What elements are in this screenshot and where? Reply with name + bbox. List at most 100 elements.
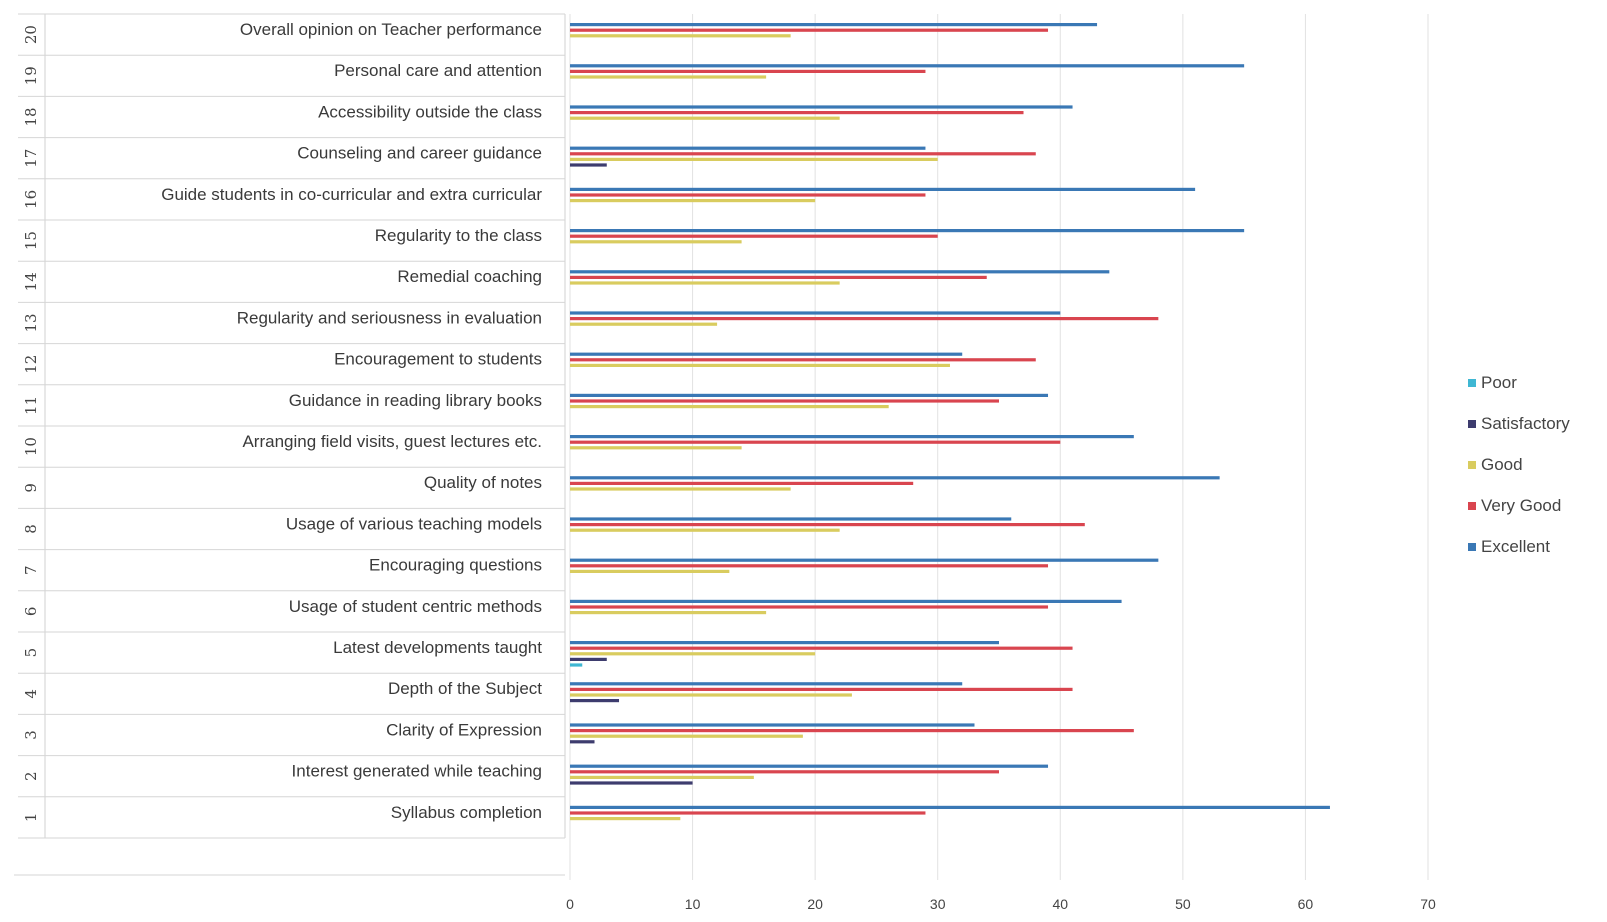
bar-poor: [570, 663, 583, 667]
category-label: Remedial coaching: [397, 267, 542, 286]
bar-excellent: [570, 723, 975, 727]
category-label: Depth of the Subject: [388, 679, 542, 698]
bar-good: [570, 322, 718, 326]
x-tick-label: 0: [566, 896, 574, 912]
bar-excellent: [570, 311, 1061, 315]
bar-very-good: [570, 399, 999, 403]
category-label: Syllabus completion: [391, 803, 542, 822]
bar-excellent: [570, 229, 1245, 233]
bar-satisfactory: [570, 657, 607, 661]
bar-good: [570, 569, 730, 573]
row-number: 3: [22, 730, 40, 740]
bar-good: [570, 157, 938, 161]
bar-excellent: [570, 105, 1073, 109]
bar-very-good: [570, 687, 1073, 691]
category-label: Regularity and seriousness in evaluation: [237, 308, 542, 327]
bar-excellent: [570, 23, 1098, 27]
bar-excellent: [570, 558, 1159, 562]
bar-very-good: [570, 605, 1049, 609]
bar-very-good: [570, 811, 926, 815]
x-tick-label: 10: [685, 896, 701, 912]
x-tick-label: 60: [1298, 896, 1314, 912]
legend-swatch: [1468, 501, 1476, 510]
legend-swatch: [1468, 542, 1476, 551]
bar-good: [570, 775, 754, 779]
category-label: Interest generated while teaching: [292, 762, 542, 781]
row-number: 12: [22, 355, 40, 374]
row-number: 11: [22, 396, 40, 415]
bar-good: [570, 487, 791, 491]
category-label: Regularity to the class: [375, 226, 542, 245]
category-label: Accessibility outside the class: [318, 102, 542, 121]
legend-item: Satisfactory: [1468, 403, 1570, 444]
bar-very-good: [570, 358, 1036, 362]
legend-item: Good: [1468, 444, 1570, 485]
bar-good: [570, 116, 840, 120]
category-labels: Syllabus completion Interest generated wh…: [161, 20, 542, 822]
bar-good: [570, 734, 803, 738]
category-label: Usage of various teaching models: [286, 514, 542, 533]
category-label: Arranging field visits, guest lectures e…: [242, 432, 542, 451]
row-number: 2: [22, 771, 40, 781]
legend-swatch: [1468, 460, 1476, 469]
bar-good: [570, 199, 816, 203]
legend: Poor Satisfactory Good Very Good Excellent: [1468, 362, 1570, 567]
category-label: Overall opinion on Teacher performance: [240, 20, 542, 39]
bar-very-good: [570, 646, 1073, 650]
bar-very-good: [570, 193, 926, 197]
legend-label: Poor: [1481, 372, 1517, 392]
bar-very-good: [570, 770, 999, 774]
row-number: 8: [22, 524, 40, 534]
bar-excellent: [570, 352, 963, 356]
bar-very-good: [570, 28, 1049, 32]
bar-very-good: [570, 564, 1049, 568]
bar-very-good: [570, 481, 914, 485]
bar-excellent: [570, 393, 1049, 397]
bar-excellent: [570, 64, 1245, 68]
row-number: 19: [22, 66, 40, 85]
bar-very-good: [570, 275, 987, 279]
legend-swatch: [1468, 419, 1476, 428]
bar-excellent: [570, 187, 1196, 191]
category-table-lines: [14, 13, 566, 876]
bar-very-good: [570, 729, 1134, 733]
x-axis-ticks: 0 10 20 30 40 50 60 70: [566, 896, 1436, 912]
bar-very-good: [570, 111, 1024, 115]
bar-good: [570, 240, 742, 244]
bar-excellent: [570, 599, 1122, 603]
bar-excellent: [570, 641, 999, 645]
bar-excellent: [570, 517, 1012, 521]
bars: [570, 23, 1330, 821]
bar-very-good: [570, 234, 938, 238]
legend-label: Excellent: [1481, 536, 1550, 556]
category-label: Encouraging questions: [369, 556, 542, 575]
bar-good: [570, 528, 840, 532]
row-number: 9: [22, 483, 40, 493]
legend-label: Very Good: [1481, 495, 1562, 515]
row-number: 5: [22, 648, 40, 658]
row-number: 14: [22, 272, 40, 291]
category-label: Guide students in co-curricular and extr…: [161, 185, 542, 204]
legend-item: Very Good: [1468, 485, 1570, 526]
category-label: Counseling and career guidance: [297, 144, 542, 163]
row-number: 18: [22, 107, 40, 126]
row-number: 17: [22, 149, 40, 168]
row-number: 15: [22, 231, 40, 250]
legend-swatch: [1468, 378, 1476, 387]
legend-label: Good: [1481, 454, 1523, 474]
bar-excellent: [570, 270, 1110, 274]
x-tick-label: 70: [1420, 896, 1436, 912]
bar-good: [570, 34, 791, 38]
bar-good: [570, 446, 742, 450]
row-number: 20: [22, 25, 40, 44]
bar-excellent: [570, 764, 1049, 768]
bar-good: [570, 611, 767, 615]
row-number: 13: [22, 313, 40, 332]
bar-good: [570, 693, 852, 697]
bar-good: [570, 817, 681, 821]
bar-excellent: [570, 476, 1220, 480]
category-label: Usage of student centric methods: [289, 597, 542, 616]
bar-very-good: [570, 440, 1061, 444]
legend-item: Excellent: [1468, 526, 1570, 567]
